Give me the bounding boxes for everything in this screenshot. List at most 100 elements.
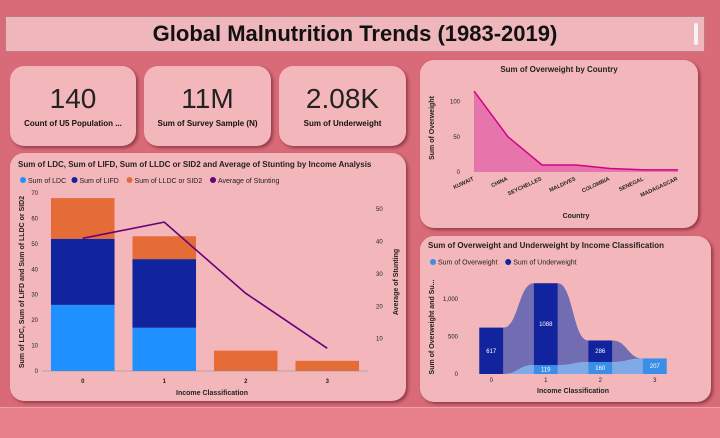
legend-marker: [505, 259, 512, 265]
y-tick-label: 50: [453, 135, 460, 141]
page-title: Global Malnutrition Trends (1983-2019): [152, 21, 558, 46]
overweight-ribbon: [557, 361, 589, 374]
y-axis-title: Sum of Overweight and Su...: [429, 279, 436, 374]
x-tick-label: MADAGASCAR: [640, 176, 679, 198]
kpi-value: 11M: [181, 82, 234, 114]
y-tick-label: 0: [455, 372, 459, 378]
y2-tick-label: 50: [376, 207, 383, 213]
bar-segment: [50, 198, 115, 239]
x-tick-label: MALDIVES: [549, 176, 578, 194]
y-tick-label: 20: [31, 318, 38, 324]
data-label: 207: [650, 364, 661, 370]
underweight-ribbon: [503, 283, 534, 374]
overweight-by-country-card[interactable]: Sum of Overweight by Country 0 50 100 Sum of…: [420, 60, 698, 228]
chart-title: Sum of Overweight by Country: [500, 65, 618, 74]
legend-marker: [20, 177, 26, 183]
legend-label: Sum of LIFD: [80, 178, 119, 185]
data-label: 1088: [539, 322, 553, 328]
y-tick-label: 0: [457, 170, 461, 176]
y2-axis-title: Average of Stunting: [393, 249, 400, 315]
legend-label: Sum of Underweight: [513, 260, 576, 267]
underweight-bar: [588, 340, 613, 362]
x-tick-label: 3: [326, 379, 330, 385]
x-tick-label: SENEGAL: [618, 176, 645, 193]
dashboard-header: Global Malnutrition Trends (1983-2019): [5, 16, 705, 52]
data-label: 617: [486, 349, 497, 355]
y-axis-title: Sum of Overweight: [429, 95, 436, 159]
x-tick-label: 1: [544, 378, 548, 384]
bar-segment: [50, 304, 115, 371]
y2-tick-label: 10: [376, 337, 383, 343]
y-tick-label: 10: [31, 344, 38, 350]
overweight-ribbon: [503, 365, 534, 374]
income-analysis-chart: Sum of LDC, Sum of LIFD, Sum of LLDC or …: [18, 160, 400, 397]
x-tick-label: 0: [81, 379, 85, 385]
legend-marker: [210, 177, 216, 183]
underweight-bar: [479, 327, 504, 374]
x-tick-label: COLOMBIA: [581, 176, 611, 194]
y-tick-label: 500: [448, 334, 459, 340]
y-tick-label: 40: [31, 267, 38, 273]
x-tick-label: 3: [653, 378, 657, 384]
x-tick-label: 2: [244, 379, 248, 385]
data-label: 119: [541, 368, 551, 374]
y-tick-label: 50: [31, 242, 38, 248]
legend-label: Average of Stunting: [218, 178, 279, 185]
kpi-label: Sum of Survey Sample (N): [157, 118, 258, 128]
bar-segment: [132, 327, 197, 371]
bar-segment: [295, 360, 360, 371]
underweight-ribbon: [612, 340, 643, 362]
overweight-bar: [642, 358, 667, 374]
x-axis-title: Income Classification: [176, 390, 248, 397]
x-tick-label: 2: [599, 378, 603, 384]
bottom-bar: [0, 407, 720, 438]
overweight-by-country-chart: Sum of Overweight by Country 0 50 100 Sum of…: [429, 65, 679, 220]
y-tick-label: 1,000: [443, 297, 459, 303]
overweight-ribbon: [612, 358, 643, 374]
y2-tick-label: 20: [376, 304, 383, 310]
underweight-bar: [533, 283, 558, 366]
x-tick-label: 0: [490, 378, 494, 384]
chart-title: Sum of Overweight and Underweight by Inc…: [428, 241, 664, 250]
header-scrollbar[interactable]: [694, 23, 698, 45]
y-axis-title: Sum of LDC, Sum of LIFD and Sum of LLDC …: [19, 196, 26, 368]
y2-tick-label: 40: [376, 240, 383, 246]
data-label: 160: [595, 366, 606, 372]
y-tick-label: 100: [450, 100, 461, 106]
overweight-bar: [533, 365, 558, 374]
x-tick-label: 1: [163, 379, 167, 385]
kpi-value: 140: [49, 82, 97, 114]
bar-segment: [132, 259, 197, 328]
x-tick-label: CHINA: [491, 176, 509, 189]
underweight-ribbon: [557, 283, 589, 366]
legend-marker: [126, 177, 133, 183]
bar-segment: [213, 350, 278, 371]
y-tick-label: 0: [35, 369, 39, 375]
legend-label: Sum of Overweight: [438, 260, 498, 267]
x-axis-title: Country: [563, 213, 590, 220]
data-label: 286: [595, 349, 606, 355]
kpi-card-u5-population[interactable]: 140 Count of U5 Population ...: [10, 66, 136, 146]
kpi-label: Sum of Underweight: [303, 118, 382, 128]
legend-marker: [430, 259, 436, 265]
legend-label: Sum of LLDC or SID2: [135, 178, 203, 185]
kpi-value: 2.08K: [305, 82, 380, 114]
overweight-line: [473, 90, 678, 171]
x-axis-title: Income Classification: [537, 388, 609, 395]
x-tick-label: KUWAIT: [453, 176, 476, 191]
x-tick-label: SEYCHELLES: [507, 176, 543, 197]
kpi-card-underweight[interactable]: 2.08K Sum of Underweight: [279, 66, 406, 146]
legend-marker: [71, 177, 78, 183]
kpi-card-survey-sample[interactable]: 11M Sum of Survey Sample (N): [144, 66, 271, 146]
income-analysis-chart-card[interactable]: Sum of LDC, Sum of LIFD, Sum of LLDC or …: [10, 153, 406, 401]
over-under-weight-chart: Sum of Overweight and Underweight by Inc…: [428, 241, 667, 395]
over-under-weight-card[interactable]: Sum of Overweight and Underweight by Inc…: [420, 236, 711, 402]
bar-segment: [132, 236, 197, 260]
y-tick-label: 70: [31, 191, 38, 197]
y-tick-label: 30: [31, 293, 38, 299]
overweight-bar: [588, 361, 613, 374]
bar-segment: [50, 238, 115, 305]
y-tick-label: 60: [31, 216, 38, 222]
legend-label: Sum of LDC: [28, 178, 66, 185]
stunting-line: [82, 221, 328, 350]
